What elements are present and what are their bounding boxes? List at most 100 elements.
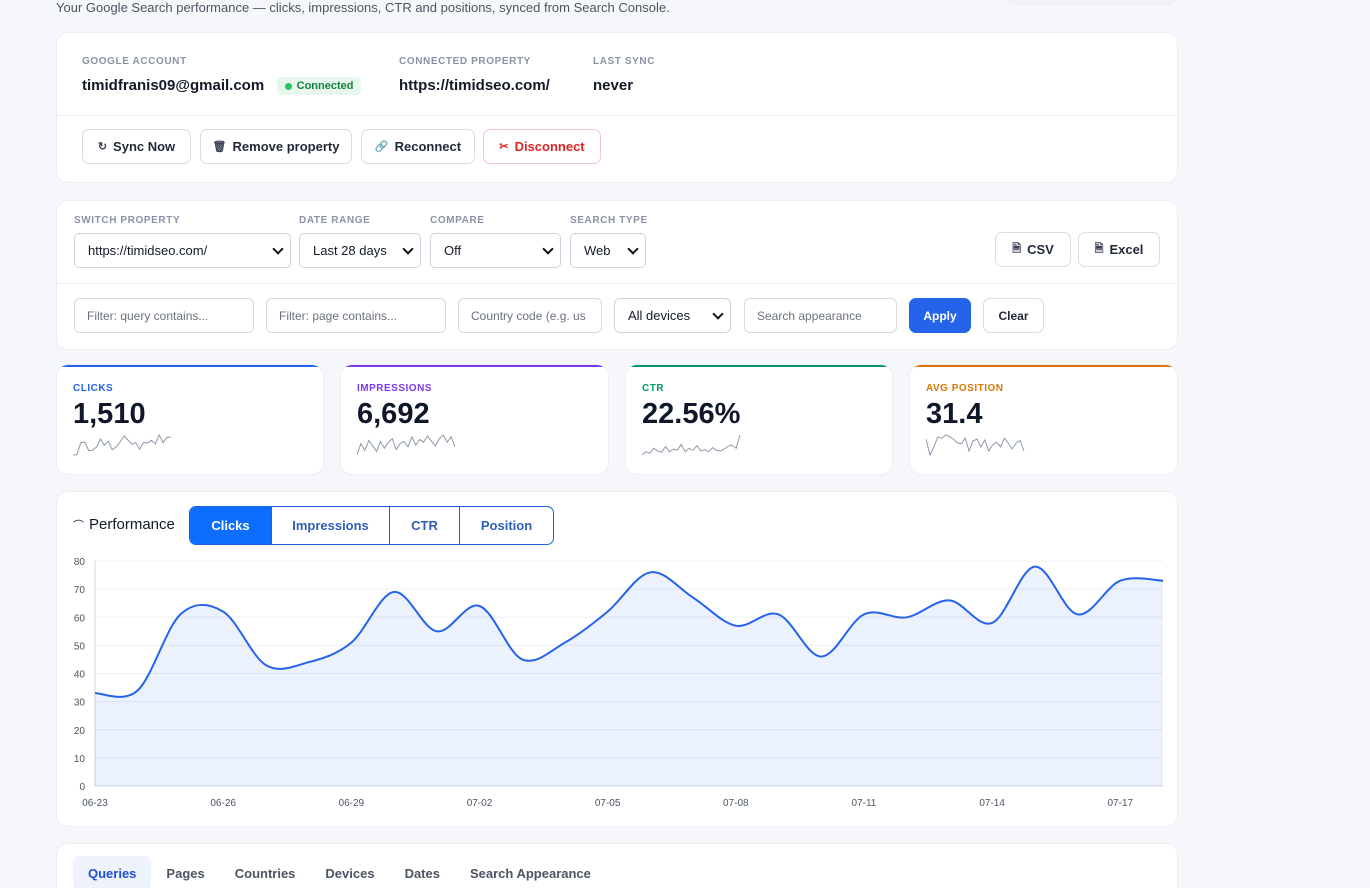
compare-value: Off [444,243,462,258]
metric-tab-group: Clicks Impressions CTR Position [189,506,554,545]
file-icon: 🗎 [1012,243,1022,255]
performance-card [56,491,1178,827]
kpi-accent-bar [57,365,323,367]
tab-search-appearance[interactable]: Search Appearance [469,866,591,881]
sync-now-button[interactable]: ↻ Sync Now [82,129,191,164]
kpi-value: 22.56% [642,398,741,430]
last-sync-label: LAST SYNC [593,56,656,67]
y-tick-label: 60 [74,613,86,624]
connected-property-value: https://timidseo.com/ [399,77,550,94]
device-select-value: All devices [628,308,691,323]
disconnect-button[interactable]: ✂ Disconnect [483,129,601,164]
export-excel-button[interactable]: 🗎 Excel [1078,232,1160,267]
status-label: Connected [296,80,354,92]
remove-label: Remove property [232,139,340,154]
page-filter-placeholder: Filter: page contains... [279,308,398,323]
card-divider [57,115,1177,116]
kpi-accent-bar [341,365,608,367]
filter-divider [57,283,1177,284]
trash-icon: 🗑 [212,141,227,153]
device-select[interactable]: All devices [614,298,731,333]
chevron-down-icon [402,243,414,255]
kpi-card-clicks: CLICKS 1,510 [56,364,324,475]
kpi-card-avg-position: AVG POSITION 31.4 [909,364,1178,475]
search-appearance-input[interactable]: Search appearance [744,298,897,333]
kpi-value: 1,510 [73,398,146,430]
tab-devices[interactable]: Devices [325,866,375,881]
query-filter-input[interactable]: Filter: query contains... [74,298,254,333]
x-tick-label: 07-05 [595,798,621,809]
tab-ctr[interactable]: CTR [390,507,460,544]
search-type-select[interactable]: Web [570,233,646,268]
line-chart-icon: ⌒ [73,519,84,532]
kpi-label: CLICKS [73,383,114,394]
account-email: timidfranis09@gmail.com [82,77,265,95]
y-tick-label: 70 [74,585,86,596]
csv-label: CSV [1027,242,1054,257]
clear-label: Clear [998,308,1029,323]
position-sparkline [926,434,1025,457]
remove-property-button[interactable]: 🗑 Remove property [200,129,352,164]
x-tick-label: 06-26 [210,798,236,809]
x-tick-label: 07-11 [852,798,877,809]
y-tick-label: 50 [74,641,86,652]
kpi-card-impressions: IMPRESSIONS 6,692 [340,364,609,475]
clicks-sparkline [73,433,171,456]
switch-property-label: SWITCH PROPERTY [74,215,181,226]
kpi-value: 6,692 [357,398,430,430]
export-csv-button[interactable]: 🗎 CSV [995,232,1071,267]
report-tabs: Queries Pages Countries Devices Dates Se… [73,856,606,888]
date-range-select[interactable]: Last 28 days [299,233,421,268]
x-tick-label: 06-29 [339,798,365,809]
performance-chart: 0 10 20 30 40 50 60 70 80 06-23 06-26 06-29 07-02 07-… [74,557,1164,809]
kpi-accent-bar [910,365,1177,367]
country-code-placeholder: Country code (e.g. us [471,308,586,323]
series-area [95,566,1163,786]
tab-queries[interactable]: Queries [73,856,152,888]
page-filter-input[interactable]: Filter: page contains... [266,298,446,333]
y-tick-label: 10 [74,754,86,765]
reconnect-button[interactable]: 🔗 Reconnect [361,129,475,164]
search-appearance-placeholder: Search appearance [757,308,862,323]
y-tick-label: 0 [79,782,85,793]
compare-label: COMPARE [430,215,485,226]
search-type-label: SEARCH TYPE [570,215,648,226]
tab-impressions[interactable]: Impressions [272,507,390,544]
property-select[interactable]: https://timidseo.com/ [74,233,291,268]
impressions-sparkline [357,434,456,456]
disconnect-label: Disconnect [514,139,585,154]
country-code-input[interactable]: Country code (e.g. us [458,298,602,333]
spreadsheet-icon: 🗎 [1094,243,1104,255]
x-tick-label: 07-02 [467,798,493,809]
performance-heading: ⌒ Performance [73,516,175,533]
report-tabs-card [56,843,1178,888]
page-subtitle: Your Google Search performance — clicks,… [56,0,670,15]
compare-select[interactable]: Off [430,233,561,268]
clear-button[interactable]: Clear [983,298,1044,333]
kpi-label: IMPRESSIONS [357,383,432,394]
apply-button[interactable]: Apply [909,298,971,333]
link-icon: 🔗 [374,141,389,153]
kpi-label: CTR [642,383,665,394]
top-right-button[interactable] [1006,0,1176,5]
tab-dates[interactable]: Dates [404,866,440,881]
unlink-icon: ✂ [499,141,509,153]
status-dot-icon [284,82,292,90]
tab-position[interactable]: Position [480,518,533,533]
x-tick-label: 07-14 [979,798,1005,809]
y-tick-label: 30 [74,698,86,709]
reconnect-label: Reconnect [394,139,462,154]
last-sync-value: never [593,77,634,94]
series-line [94,565,1164,698]
y-tick-label: 20 [74,726,86,737]
chevron-down-icon [627,243,639,255]
x-tick-label: 06-23 [82,798,108,809]
google-account-label: GOOGLE ACCOUNT [82,56,187,67]
chevron-down-icon [272,243,284,255]
tab-pages[interactable]: Pages [166,866,205,881]
date-range-label: DATE RANGE [299,215,371,226]
tab-clicks[interactable]: Clicks [190,507,272,544]
tab-countries[interactable]: Countries [234,866,296,881]
ctr-sparkline [642,434,741,456]
y-tick-label: 80 [74,557,86,568]
